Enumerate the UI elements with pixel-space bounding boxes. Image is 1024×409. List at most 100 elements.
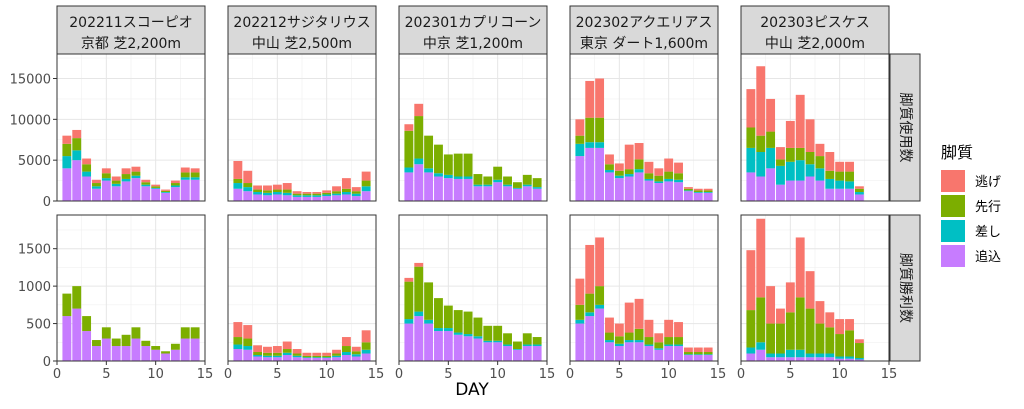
bar-segment (361, 171, 371, 181)
bar-segment (312, 195, 322, 197)
bar-segment (854, 339, 864, 344)
x-tick-label: 5 (444, 367, 452, 382)
bar-segment (62, 168, 72, 201)
panel-border (227, 214, 377, 362)
bar-segment (72, 308, 82, 361)
bar-segment (424, 319, 434, 324)
bar-segment (404, 319, 414, 324)
bar-segment (825, 353, 835, 358)
bar-segment (483, 340, 493, 343)
bar-segment (522, 344, 532, 347)
bar-segment (263, 190, 272, 193)
bar-segment (312, 193, 322, 196)
bar-segment (785, 312, 795, 350)
bar-segment (483, 342, 493, 361)
bar-segment (512, 341, 522, 350)
bar-segment (575, 323, 585, 361)
bar-segment (825, 152, 835, 171)
facet-strip-1 (56, 5, 206, 55)
bar-segment (72, 138, 82, 151)
bar-segment (453, 176, 463, 179)
bar-segment (756, 135, 766, 152)
bar-segment (595, 117, 605, 143)
bar-segment (341, 355, 351, 361)
bar-segment (614, 343, 624, 347)
legend-label: 先行 (975, 200, 1001, 215)
bar-segment (92, 183, 101, 187)
bar-segment (332, 357, 341, 361)
bar-segment (151, 188, 161, 201)
bar-segment (414, 103, 424, 117)
facet-strip-4 (569, 5, 719, 55)
bar-segment (776, 147, 785, 160)
bar-segment (312, 196, 322, 201)
bar-segment (111, 176, 121, 181)
bar-segment (322, 355, 332, 358)
bar-segment (644, 346, 654, 361)
bar-segment (766, 353, 776, 358)
bar-segment (674, 344, 683, 347)
bar-segment (654, 333, 664, 343)
bar-segment (302, 193, 312, 196)
bar-segment (644, 178, 654, 181)
bar-segment (605, 172, 614, 201)
row-strip-label-1: 脚質使用数 (897, 93, 914, 163)
bar-segment (532, 188, 542, 201)
bar-segment (92, 340, 101, 347)
bar-segment (785, 161, 795, 181)
bar-segment (243, 187, 253, 192)
panel-border (569, 53, 719, 202)
bar-segment (253, 192, 263, 195)
bar-segment (424, 282, 434, 320)
bar-segment (493, 179, 503, 183)
bar-segment (322, 194, 332, 197)
bar-segment (815, 353, 825, 358)
bar-segment (282, 183, 292, 190)
bar-segment (532, 187, 542, 189)
bar-segment (253, 345, 263, 353)
bar-segment (624, 332, 634, 341)
bar-segment (703, 188, 713, 191)
bar-segment (121, 334, 131, 347)
panel-border (740, 214, 890, 362)
bar-segment (101, 327, 111, 339)
bar-segment (443, 305, 453, 329)
bar-segment (282, 341, 292, 350)
bar-segment (575, 304, 585, 320)
bar-segment (595, 147, 605, 201)
bar-segment (483, 184, 493, 187)
bar-segment (170, 180, 180, 184)
bar-segment (131, 338, 141, 361)
bar-segment (243, 183, 253, 188)
bar-segment (503, 333, 512, 345)
bar-segment (825, 170, 835, 179)
bar-segment (746, 347, 756, 354)
bar-segment (404, 323, 414, 361)
bar-segment (82, 176, 92, 201)
bar-segment (614, 346, 624, 361)
bar-segment (776, 353, 785, 358)
bar-segment (522, 186, 532, 201)
bar-segment (785, 120, 795, 148)
bar-segment (595, 142, 605, 148)
bar-segment (654, 175, 664, 182)
bar-segment (292, 353, 302, 356)
bar-segment (683, 354, 693, 356)
bar-segment (795, 237, 805, 298)
bar-segment (776, 323, 785, 354)
legend-swatch (941, 170, 965, 192)
bar-segment (483, 176, 493, 185)
bar-segment (161, 192, 170, 201)
legend-swatch (941, 195, 965, 217)
bar-segment (443, 178, 453, 201)
x-tick-label: 0 (737, 367, 745, 382)
bar-segment (805, 152, 815, 165)
bar-segment (233, 344, 243, 350)
bar-segment (141, 179, 151, 183)
bar-segment (332, 353, 341, 356)
bar-segment (243, 170, 253, 184)
bar-segment (585, 147, 595, 201)
bar-segment (595, 304, 605, 309)
bar-segment (292, 191, 302, 194)
bar-segment (664, 171, 674, 179)
